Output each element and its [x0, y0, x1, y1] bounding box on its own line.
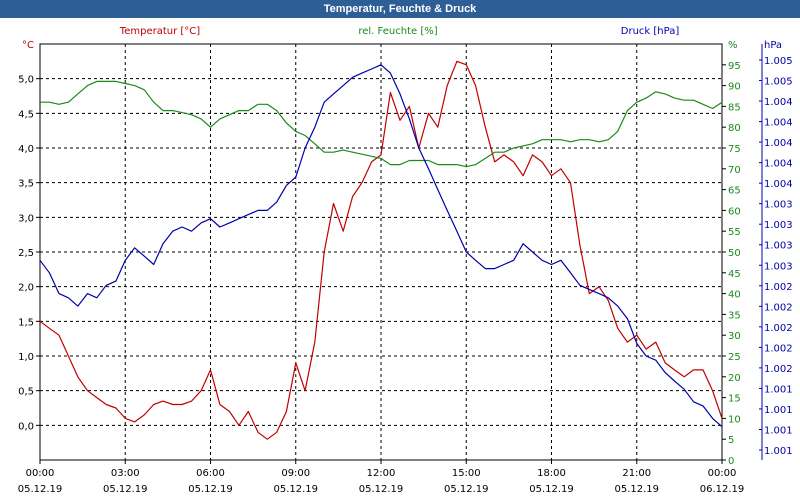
- legend-entry: rel. Feuchte [%]: [358, 26, 437, 37]
- right1-tick-label: 35: [728, 310, 741, 321]
- left-tick-label: 1,0: [18, 352, 34, 363]
- left-tick-label: 3,0: [18, 213, 34, 224]
- left-tick-label: 4,5: [18, 109, 34, 120]
- legend-entry: Druck [hPa]: [621, 26, 680, 37]
- right2-tick-label: 1.002: [764, 282, 793, 293]
- x-tick-label-date: 05.12.19: [529, 484, 574, 495]
- right1-tick-label: 55: [728, 227, 741, 238]
- right2-tick-label: 1.001: [764, 446, 793, 457]
- right2-tick-label: 1.004: [764, 138, 793, 149]
- right2-axis-unit: hPa: [764, 40, 782, 51]
- right1-tick-label: 60: [728, 206, 741, 217]
- right2-tick-label: 1.005: [764, 77, 793, 88]
- right2-tick-label: 1.004: [764, 179, 793, 190]
- right2-tick-label: 1.001: [764, 405, 793, 416]
- axes: 00:00 05.12.19 03:00 05.12.19 06:00 05.12.19 0…: [18, 26, 793, 495]
- right2-tick-label: 1.002: [764, 364, 793, 375]
- right2-tick-label: 1.002: [764, 302, 793, 313]
- x-tick-label-date: 05.12.19: [614, 484, 659, 495]
- right1-tick-label: 10: [728, 414, 741, 425]
- left-tick-label: 0,0: [18, 421, 34, 432]
- right2-tick-label: 1.003: [764, 241, 793, 252]
- series-group: [39, 60, 723, 440]
- x-tick-label-time: 09:00: [281, 468, 310, 479]
- right2-tick-label: 1.003: [764, 220, 793, 231]
- left-tick-label: 0,5: [18, 387, 34, 398]
- series-line: [39, 60, 723, 440]
- x-tick-label-time: 06:00: [196, 468, 225, 479]
- right1-tick-label: 40: [728, 290, 741, 301]
- x-tick-label-date: 05.12.19: [103, 484, 148, 495]
- right1-tick-label: 0: [728, 456, 734, 467]
- x-tick-label-time: 15:00: [452, 468, 481, 479]
- left-tick-label: 1,5: [18, 317, 34, 328]
- series-line: [40, 80, 723, 168]
- right1-tick-label: 30: [728, 331, 741, 342]
- right2-tick-label: 1.004: [764, 97, 793, 108]
- right1-tick-label: 50: [728, 248, 741, 259]
- right1-tick-label: 45: [728, 269, 741, 280]
- legend-entry: Temperatur [°C]: [119, 26, 200, 37]
- right1-tick-label: 25: [728, 352, 741, 363]
- x-tick-label-date: 05.12.19: [273, 484, 318, 495]
- right1-tick-label: 85: [728, 102, 741, 113]
- x-tick-label-date: 05.12.19: [188, 484, 233, 495]
- right2-tick-label: 1.003: [764, 200, 793, 211]
- left-tick-label: 2,0: [18, 283, 34, 294]
- right2-tick-label: 1.002: [764, 323, 793, 334]
- right1-tick-label: 95: [728, 61, 741, 72]
- x-tick-label-time: 03:00: [111, 468, 140, 479]
- x-tick-label-time: 00:00: [26, 468, 55, 479]
- right2-tick-label: 1.004: [764, 159, 793, 170]
- right1-tick-label: 70: [728, 165, 741, 176]
- right2-tick-label: 1.005: [764, 56, 793, 67]
- x-tick-label-date: 06.12.19: [700, 484, 745, 495]
- chart-title: Temperatur, Feuchte & Druck: [0, 0, 800, 18]
- x-tick-label-time: 18:00: [537, 468, 566, 479]
- right2-tick-label: 1.002: [764, 343, 793, 354]
- right1-tick-label: 15: [728, 394, 741, 405]
- chart-area: 00:00 05.12.19 03:00 05.12.19 06:00 05.12.19 0…: [18, 26, 793, 495]
- x-tick-label-date: 05.12.19: [18, 484, 63, 495]
- right2-tick-label: 1.003: [764, 261, 793, 272]
- right1-tick-label: 20: [728, 373, 741, 384]
- left-tick-label: 3,5: [18, 179, 34, 190]
- right2-tick-label: 1.004: [764, 118, 793, 129]
- right1-tick-label: 65: [728, 186, 741, 197]
- series-line: [39, 64, 723, 428]
- right1-tick-label: 90: [728, 82, 741, 93]
- left-axis-unit: °C: [22, 40, 34, 51]
- right1-tick-label: 75: [728, 144, 741, 155]
- grid: [39, 43, 723, 461]
- right1-tick-label: 5: [728, 435, 734, 446]
- right1-tick-label: 80: [728, 123, 741, 134]
- right1-axis-unit: %: [728, 40, 738, 51]
- right2-tick-label: 1.001: [764, 384, 793, 395]
- right2-tick-label: 1.001: [764, 425, 793, 436]
- x-tick-label-date: 05.12.19: [444, 484, 489, 495]
- x-tick-label-time: 21:00: [622, 468, 651, 479]
- left-tick-label: 4,0: [18, 144, 34, 155]
- x-tick-label-time: 00:00: [708, 468, 737, 479]
- x-tick-label-date: 05.12.19: [359, 484, 404, 495]
- left-tick-label: 5,0: [18, 75, 34, 86]
- x-tick-label-time: 12:00: [367, 468, 396, 479]
- left-tick-label: 2,5: [18, 248, 34, 259]
